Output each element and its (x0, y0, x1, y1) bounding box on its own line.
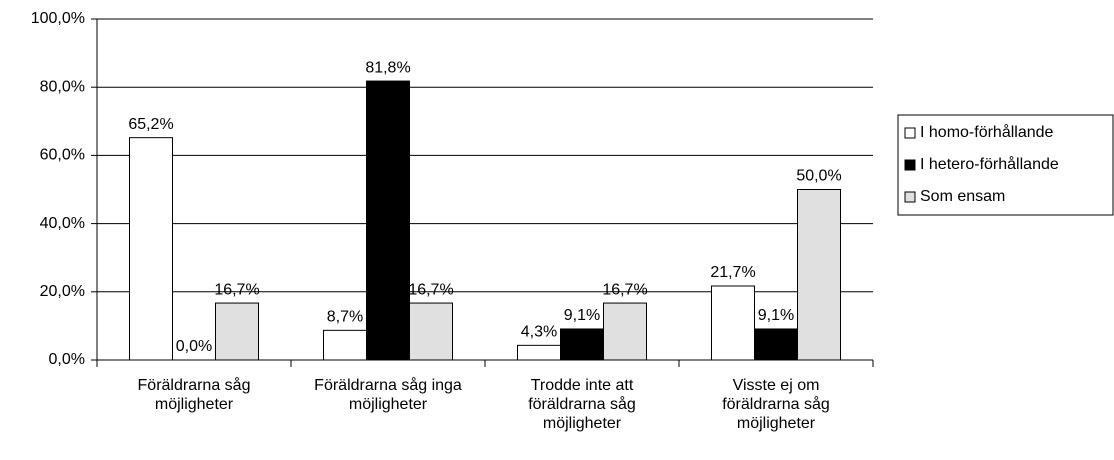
y-tick-label: 20,0% (40, 283, 85, 300)
value-label: 65,2% (128, 116, 173, 133)
value-label: 0,0% (176, 338, 212, 355)
y-tick-label: 60,0% (40, 147, 85, 164)
value-label: 81,8% (365, 59, 410, 76)
y-tick-label: 40,0% (40, 215, 85, 232)
bar (323, 329, 367, 361)
value-label: 21,7% (710, 264, 755, 281)
legend-label: Som ensam (920, 188, 1005, 205)
legend-box (897, 114, 1114, 216)
legend-swatch (904, 191, 916, 203)
bar (711, 285, 755, 361)
legend-label: I hetero-förhållande (920, 155, 1059, 173)
value-label: 16,7% (602, 281, 647, 298)
value-label: 9,1% (758, 307, 794, 324)
y-tick-label: 100,0% (31, 10, 85, 27)
legend-label: I homo-förhållande (920, 123, 1054, 141)
bar (754, 328, 798, 361)
value-label: 50,0% (796, 168, 841, 185)
bar (603, 302, 647, 361)
legend-swatch (904, 127, 916, 139)
value-label: 8,7% (327, 309, 363, 326)
bar (366, 80, 410, 361)
bar (560, 328, 604, 361)
bar (517, 344, 561, 361)
bar (797, 189, 841, 361)
value-label: 16,7% (408, 281, 453, 298)
value-label: 16,7% (214, 281, 259, 298)
bar (129, 137, 173, 361)
x-tick-label: Föräldrarna såg möjligheter (137, 377, 251, 413)
x-tick-label: Föräldrarna såg inga möjligheter (314, 377, 462, 413)
bar (409, 302, 453, 361)
value-label: 9,1% (564, 307, 600, 324)
y-tick-label: 0,0% (49, 351, 85, 368)
bar (215, 302, 259, 361)
y-tick-label: 80,0% (40, 78, 85, 95)
legend-swatch (904, 159, 916, 171)
value-label: 4,3% (521, 324, 557, 341)
x-tick-label: Trodde inte att föräldrarna såg möjlighe… (528, 377, 636, 432)
x-tick-label: Visste ej om föräldrarna såg möjligheter (722, 377, 830, 432)
